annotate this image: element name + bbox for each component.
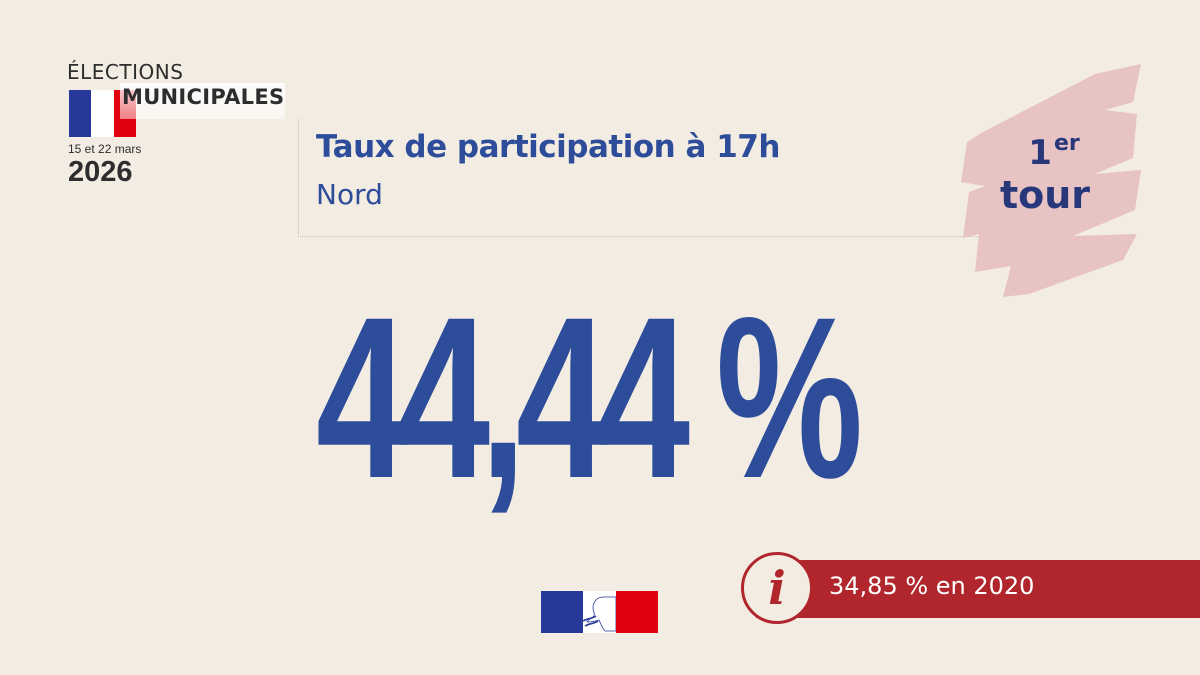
logo-municipales-text: MUNICIPALES	[122, 85, 285, 109]
page-title: Taux de participation à 17h	[316, 129, 780, 165]
republique-francaise-logo	[541, 591, 658, 633]
tour-label: tour	[999, 173, 1091, 217]
tour-number: 1er	[1028, 131, 1080, 173]
logo-dates: 15 et 22 mars	[68, 142, 142, 156]
logo-highlight	[120, 83, 285, 119]
elections-logo: ÉLECTIONS MUNICIPALES 15 et 22 mars 2026	[60, 58, 300, 198]
comparison-bar	[756, 560, 1200, 618]
title-frame	[298, 118, 989, 237]
tour-superscript: er	[1053, 131, 1080, 156]
tour-badge: 1er tour	[975, 131, 1115, 217]
info-icon: i	[741, 552, 813, 624]
tour-badge-brush	[961, 64, 1141, 297]
comparison-text: 34,85 % en 2020	[829, 572, 1035, 600]
logo-year: 2026	[68, 156, 133, 188]
logo-elections-text: ÉLECTIONS	[67, 60, 184, 84]
page-subtitle: Nord	[316, 178, 383, 211]
participation-value: 44,44 %	[316, 269, 863, 526]
